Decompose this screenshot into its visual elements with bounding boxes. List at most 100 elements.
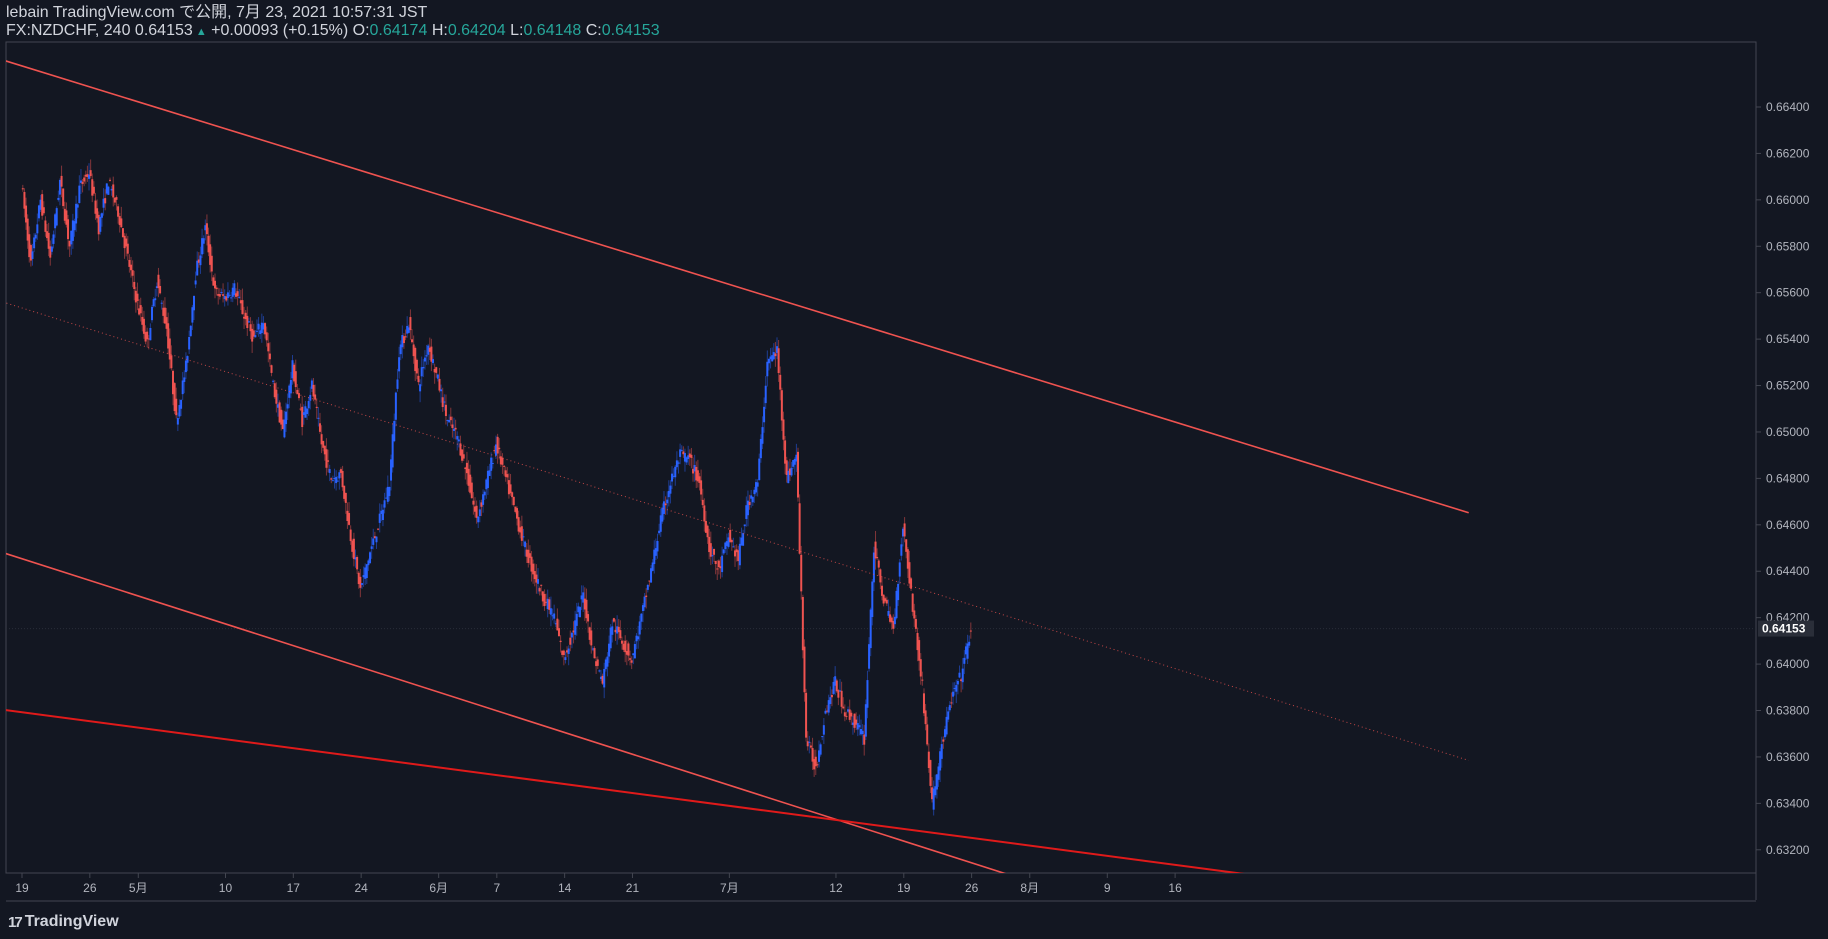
y-tick-label: 0.63800 bbox=[1766, 704, 1810, 718]
candle-body bbox=[29, 245, 32, 261]
candle-body bbox=[719, 566, 722, 569]
candle-body bbox=[940, 744, 943, 759]
candle-body bbox=[871, 581, 874, 618]
candle-body bbox=[165, 317, 168, 329]
candle-body bbox=[344, 492, 347, 503]
candle-body bbox=[892, 621, 895, 629]
trendline-channel-upper bbox=[6, 60, 1469, 514]
candle-body bbox=[141, 316, 144, 325]
candle-body bbox=[795, 454, 798, 462]
candle-body bbox=[935, 774, 938, 790]
candle-body bbox=[601, 675, 604, 684]
candle-body bbox=[196, 260, 199, 276]
candle-body bbox=[864, 704, 867, 737]
candle-body bbox=[774, 353, 777, 357]
candle-body bbox=[535, 574, 538, 583]
x-tick-label: 16 bbox=[1168, 881, 1182, 895]
candle-body bbox=[664, 503, 667, 506]
candle-body bbox=[916, 632, 919, 651]
candle-body bbox=[331, 480, 334, 482]
candle-body bbox=[945, 716, 948, 735]
candle-body bbox=[593, 648, 596, 659]
candle-body bbox=[58, 179, 61, 195]
candle-body bbox=[843, 712, 846, 717]
y-tick-label: 0.64000 bbox=[1766, 657, 1810, 671]
candle-body bbox=[969, 630, 972, 632]
candle-body bbox=[197, 259, 200, 263]
candle-body bbox=[876, 556, 879, 559]
candle-body bbox=[272, 380, 275, 382]
candle-body bbox=[898, 562, 901, 577]
candle-body bbox=[963, 657, 966, 664]
candle-body bbox=[220, 292, 223, 294]
candle-body bbox=[226, 292, 229, 299]
candle-body bbox=[233, 283, 236, 296]
candle-body bbox=[677, 462, 680, 464]
candle-body bbox=[414, 347, 417, 372]
candle-body bbox=[128, 259, 131, 267]
candle-body bbox=[462, 454, 465, 459]
candle-body bbox=[399, 344, 402, 355]
x-tick-label: 26 bbox=[83, 881, 97, 895]
candle-body bbox=[23, 192, 26, 209]
candle-body bbox=[822, 725, 825, 735]
last-price-tag-label: 0.64153 bbox=[1762, 622, 1806, 636]
candle-body bbox=[895, 590, 898, 619]
candle-body bbox=[635, 635, 638, 642]
candle-body bbox=[874, 541, 877, 559]
x-tick-label: 7 bbox=[493, 881, 500, 895]
candle-body bbox=[81, 181, 84, 184]
candle-body bbox=[309, 394, 312, 401]
candle-body bbox=[375, 536, 378, 543]
candle-body bbox=[469, 474, 472, 493]
candle-body bbox=[146, 331, 149, 340]
candle-body bbox=[369, 552, 372, 564]
candle-body bbox=[921, 679, 924, 681]
candle-body bbox=[627, 643, 630, 656]
y-tick-label: 0.64400 bbox=[1766, 564, 1810, 578]
candle-body bbox=[591, 648, 594, 650]
candle-body bbox=[776, 346, 779, 353]
candle-body bbox=[819, 744, 822, 755]
candle-body bbox=[89, 170, 92, 177]
candle-body bbox=[746, 500, 749, 516]
candle-body bbox=[879, 569, 882, 583]
candle-body bbox=[567, 648, 570, 654]
candle-body bbox=[797, 451, 800, 498]
candle-body bbox=[640, 613, 643, 622]
candle-body bbox=[419, 384, 422, 392]
candle-body bbox=[88, 174, 91, 179]
candle-body bbox=[918, 640, 921, 661]
candle-body bbox=[575, 613, 578, 626]
candle-body bbox=[654, 548, 657, 556]
candle-body bbox=[356, 557, 359, 570]
candle-body bbox=[299, 408, 302, 410]
candle-body bbox=[407, 327, 410, 333]
candle-body bbox=[853, 713, 856, 728]
candle-body bbox=[769, 356, 772, 360]
candle-body bbox=[306, 408, 309, 415]
candle-body bbox=[286, 404, 289, 409]
candle-body bbox=[275, 389, 278, 404]
candle-body bbox=[578, 607, 581, 618]
candle-body bbox=[934, 786, 937, 796]
candle-body bbox=[372, 538, 375, 545]
candle-body bbox=[168, 338, 171, 360]
candle-body bbox=[338, 472, 341, 479]
candle-body bbox=[346, 510, 349, 521]
symbol-label[interactable]: FX:NZDCHF, 240 bbox=[6, 22, 131, 39]
candle-body bbox=[512, 496, 515, 506]
candle-body bbox=[922, 693, 925, 714]
candle-body bbox=[411, 339, 414, 343]
candle-body bbox=[102, 198, 105, 208]
close-value: 0.64153 bbox=[601, 22, 660, 39]
candle-body bbox=[590, 630, 593, 646]
candle-body bbox=[514, 506, 517, 512]
candle-body bbox=[310, 380, 313, 389]
candle-body bbox=[76, 204, 79, 208]
candle-body bbox=[855, 719, 858, 725]
candle-body bbox=[265, 332, 268, 341]
candle-body bbox=[504, 470, 507, 477]
candle-body bbox=[388, 486, 391, 497]
